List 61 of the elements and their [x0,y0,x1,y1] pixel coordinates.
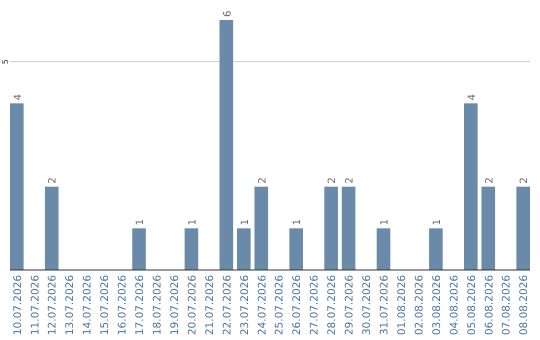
bar [376,228,390,270]
bar [44,186,59,270]
data-label: 1 [432,218,443,226]
bar [10,103,24,270]
data-label: 1 [292,218,304,226]
x-tick-label: 23.07.2026 [238,274,251,336]
x-tick-label: 27.07.2026 [308,274,321,336]
data-label: 2 [257,177,268,184]
x-tick-label: 14.07.2026 [82,274,94,336]
data-label: 2 [327,177,338,184]
bar [516,186,530,270]
data-label: 1 [380,218,390,226]
x-tick-label: 06.08.2026 [483,274,496,336]
data-label: 2 [519,177,530,184]
x-tick-label: 12.07.2026 [46,274,59,336]
x-tick-label: 10.07.2026 [12,274,24,336]
x-tick-label: 04.08.2026 [448,274,460,336]
x-tick-label: 22.07.2026 [221,274,234,336]
bar [254,186,268,270]
x-tick-label: 01.08.2026 [396,274,408,336]
x-tick-label: 21.07.2026 [204,274,216,336]
data-label: 1 [187,218,198,226]
x-tick-label: 08.08.2026 [518,274,530,336]
data-label: 4 [12,94,24,100]
data-label: 1 [240,218,251,226]
data-label: 4 [466,94,478,100]
x-tick-label: 19.07.2026 [168,274,181,336]
bar [184,228,198,270]
x-tick-label: 29.07.2026 [344,274,356,336]
data-label: 2 [484,177,496,184]
ref-line-label: 5 [1,59,10,64]
x-tick-label: 30.07.2026 [361,274,374,336]
x-tick-label: 16.07.2026 [116,274,129,336]
x-tick-label: 02.08.2026 [413,274,426,336]
x-tick-label: 03.08.2026 [430,274,443,336]
bar [481,186,496,270]
bar [289,228,303,270]
x-tick-label: 31.07.2026 [378,274,390,336]
x-tick-label: 07.08.2026 [500,274,513,336]
x-tick-label: 18.07.2026 [152,274,164,336]
x-tick-label: 05.08.2026 [466,274,478,336]
x-tick-label: 26.07.2026 [291,274,304,336]
data-label: 2 [48,177,59,184]
bar [342,186,356,270]
x-tick-label: 20.07.2026 [186,274,198,336]
bar [324,186,338,270]
bar [132,228,146,270]
x-tick-label: 24.07.2026 [256,274,268,336]
bar [220,20,234,270]
x-tick-label: 13.07.2026 [64,274,76,336]
x-tick-label: 11.07.2026 [29,274,42,336]
data-label: 1 [135,218,146,226]
data-label: 6 [222,10,234,17]
bar [237,228,251,270]
bar [429,228,443,270]
x-tick-label: 25.07.2026 [274,274,286,336]
x-tick-label: 15.07.2026 [99,274,112,336]
x-tick-label: 28.07.2026 [326,274,338,336]
bar [464,103,478,270]
data-label: 2 [344,177,356,184]
x-tick-label: 17.07.2026 [134,274,146,336]
